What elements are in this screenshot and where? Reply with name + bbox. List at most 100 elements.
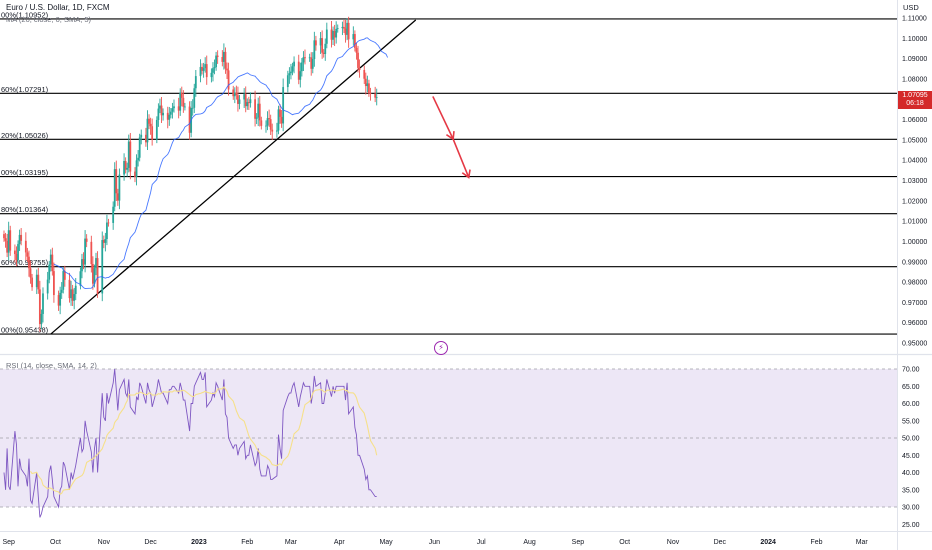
candle-body	[7, 230, 10, 253]
candle-body	[286, 75, 289, 88]
candle-body	[353, 34, 356, 48]
price-tick-label: 1.03000	[902, 178, 927, 185]
candle-body	[28, 256, 30, 269]
fib-level-label: 60%(0.98755)	[1, 258, 49, 267]
projection-arrow	[452, 138, 470, 178]
price-tick-label: 1.00000	[902, 239, 927, 246]
candle-body	[96, 258, 99, 294]
candle-body	[126, 167, 129, 170]
candle-body	[179, 92, 182, 111]
rsi-tick-label: 60.00	[902, 401, 920, 408]
time-tick-label: Feb	[810, 539, 822, 546]
candle-body	[297, 61, 300, 80]
price-tick-label: 1.08000	[902, 76, 927, 83]
fib-level-label: 60%(1.07291)	[1, 85, 49, 94]
candle-body	[73, 294, 76, 301]
rsi-line	[3, 368, 377, 518]
time-tick-label: Nov	[667, 539, 680, 546]
bar-countdown: 06:18	[906, 100, 924, 107]
candle-body	[254, 99, 256, 119]
candle-body	[38, 289, 41, 325]
time-tick-label: Apr	[334, 539, 346, 546]
candle-body	[347, 22, 350, 40]
candle-body	[129, 141, 132, 172]
candle-body	[277, 109, 280, 131]
candle-body	[319, 38, 322, 46]
price-tick-label: 1.11000	[902, 16, 927, 23]
candle-body	[62, 271, 65, 290]
candle-body	[160, 105, 163, 116]
rsi-tick-label: 30.00	[902, 505, 920, 512]
candle-body	[40, 313, 43, 325]
rsi-tick-label: 70.00	[902, 367, 920, 374]
candle-body	[159, 105, 161, 109]
time-tick-label: Dec	[714, 539, 727, 546]
candle-body	[180, 92, 183, 98]
candle-body	[341, 26, 344, 29]
candle-body	[352, 34, 355, 40]
candle-body	[232, 89, 235, 97]
candle-body	[290, 71, 292, 74]
candle-body	[364, 78, 367, 87]
time-tick-label: Jul	[477, 539, 486, 546]
candle-body	[293, 61, 295, 67]
candle-body	[6, 240, 9, 253]
candle-body	[227, 70, 230, 90]
candle-body	[31, 277, 33, 288]
candle-body	[188, 106, 191, 133]
candle-body	[173, 106, 175, 109]
time-tick-label: Feb	[241, 539, 253, 546]
candle-body	[49, 254, 52, 265]
rsi-band	[0, 369, 897, 507]
last-price-badge: 1.07095 06:18	[898, 91, 932, 109]
time-tick-label: Oct	[619, 539, 630, 546]
projection-arrowhead	[461, 169, 471, 179]
candle-body	[90, 241, 93, 264]
candle-body	[166, 112, 169, 120]
candle-body	[246, 102, 249, 107]
candle-body	[271, 129, 274, 132]
candle-body	[124, 161, 127, 170]
candle-body	[199, 66, 202, 77]
lightning-bolt-icon[interactable]: ⚡	[434, 341, 448, 355]
candle-body	[333, 31, 336, 38]
price-tick-label: 1.10000	[902, 36, 927, 43]
time-tick-label: Nov	[98, 539, 111, 546]
last-price-value: 1.07095	[902, 92, 928, 99]
candle-body	[116, 193, 119, 201]
candle-body	[374, 93, 377, 98]
candle-body	[91, 263, 94, 284]
candle-body	[17, 244, 19, 261]
candle-body	[79, 271, 82, 286]
candle-body	[168, 114, 171, 120]
candle-body	[330, 29, 333, 40]
candle-body	[53, 271, 55, 296]
candle-body	[60, 289, 63, 293]
candle-body	[324, 43, 327, 54]
ma-indicator-label[interactable]: MA (20, close, 0, SMA, 5)	[6, 15, 92, 24]
candle-body	[233, 92, 236, 97]
candle-body	[247, 102, 250, 104]
candle-body	[149, 123, 152, 127]
currency-label: USD	[903, 3, 919, 12]
candle-body	[335, 28, 338, 38]
price-tick-label: 1.09000	[902, 56, 927, 63]
candle-body	[37, 274, 40, 290]
candle-body	[276, 130, 278, 132]
candle-body	[237, 95, 239, 104]
candle-body	[14, 250, 16, 255]
candle-body	[70, 289, 72, 299]
candle-body	[299, 71, 302, 80]
price-tick-label: 0.95000	[902, 341, 927, 348]
candle-body	[244, 94, 247, 107]
candle-body	[268, 118, 271, 120]
price-tick-label: 0.97000	[902, 300, 927, 307]
candle-body	[191, 107, 194, 109]
candle-body	[85, 238, 88, 242]
candle-body	[346, 22, 348, 35]
fib-level-label: 00%(1.10952)	[1, 10, 49, 19]
candle-body	[257, 103, 260, 118]
price-tick-label: 1.06000	[902, 117, 927, 124]
rsi-indicator-label[interactable]: RSI (14, close, SMA, 14, 2)	[6, 361, 97, 370]
